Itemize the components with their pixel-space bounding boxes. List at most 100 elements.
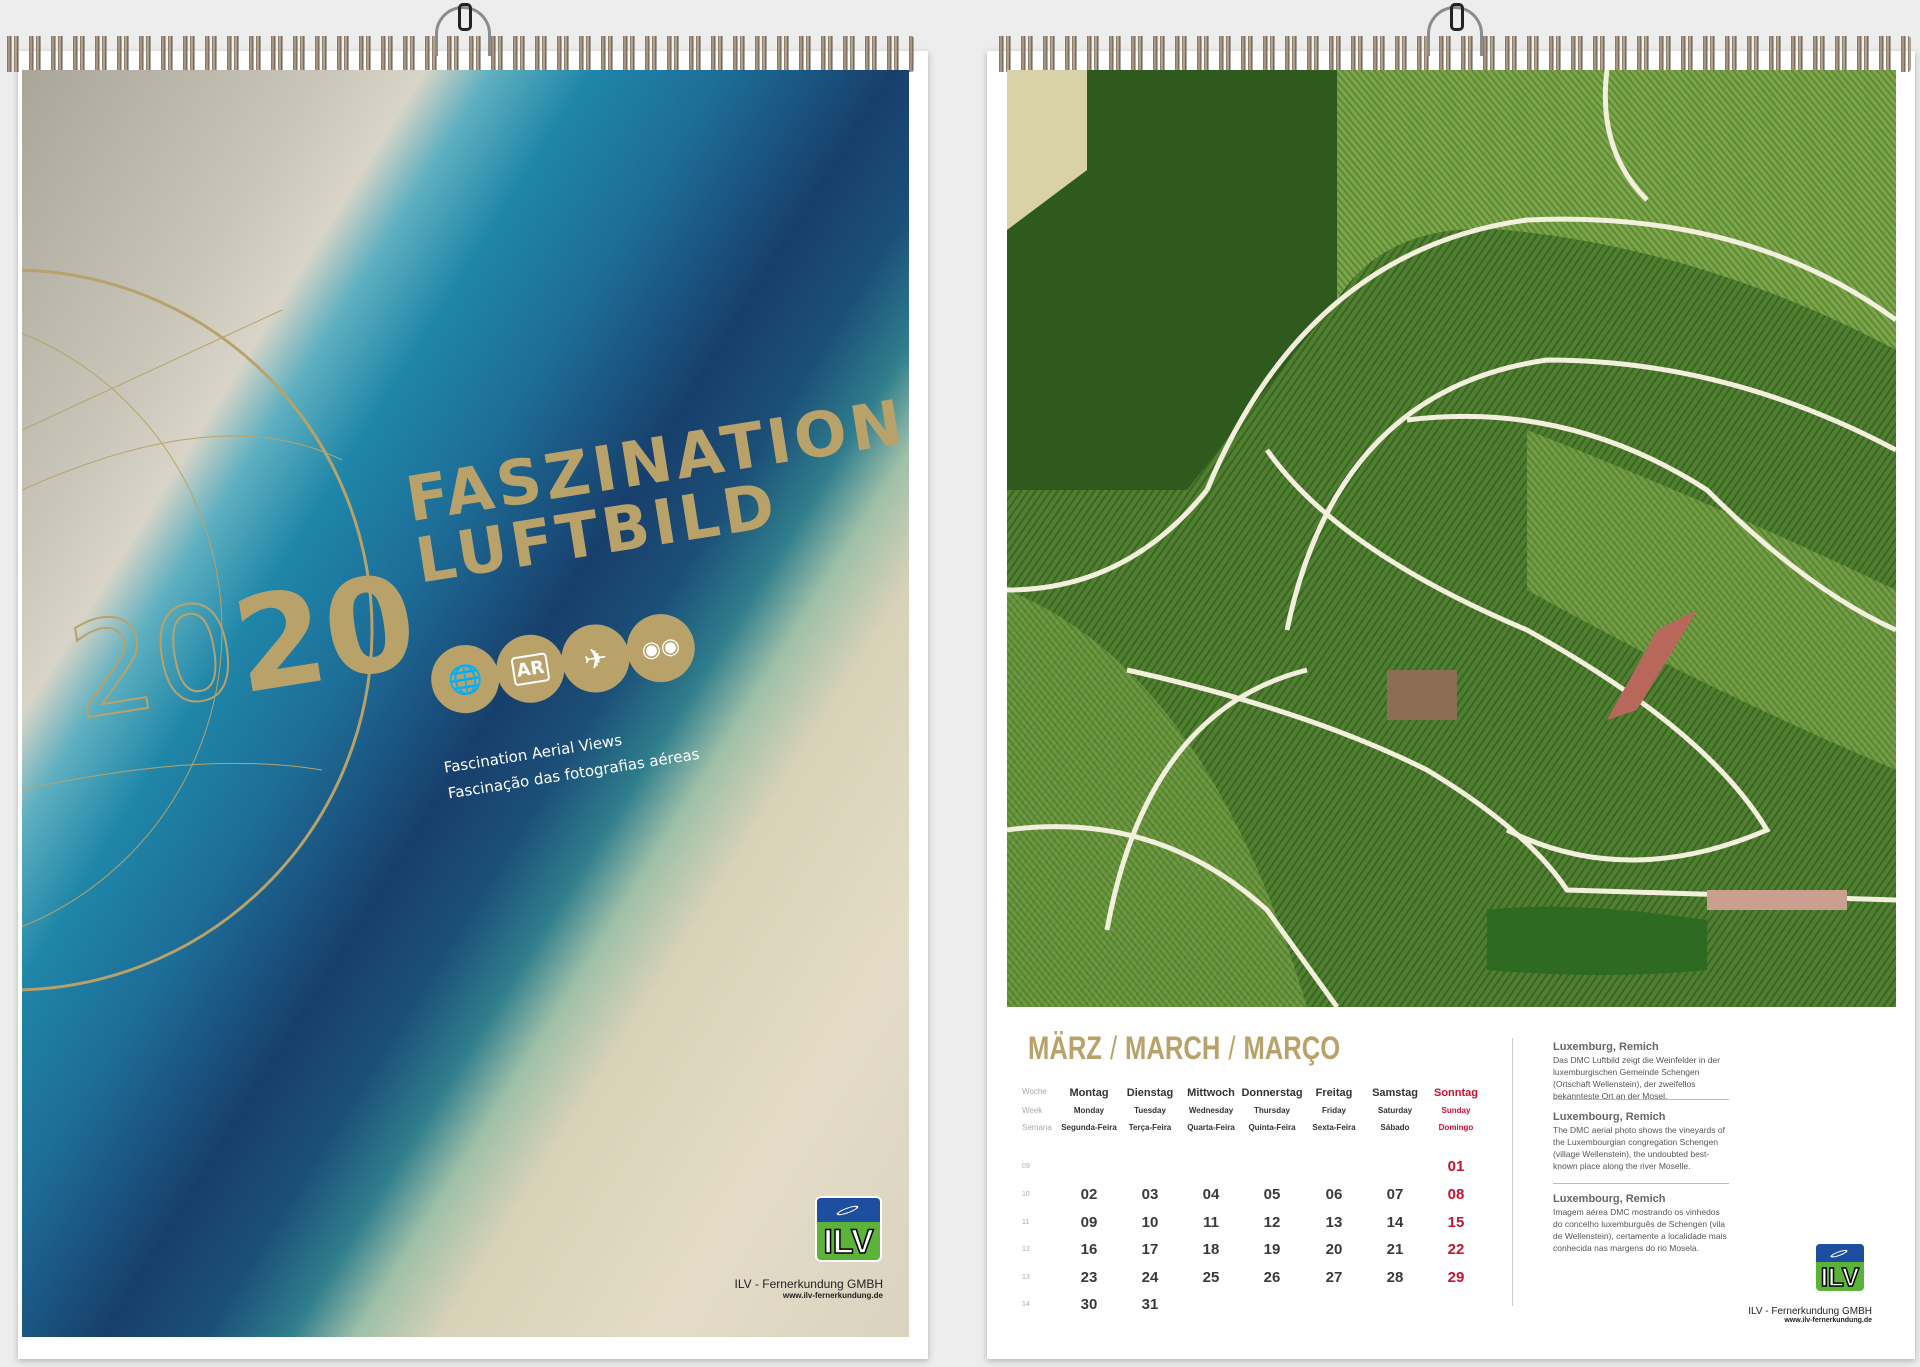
vineyard-aerial-photo (1007, 70, 1896, 1007)
month-en: MARCH (1125, 1030, 1221, 1066)
week-number: 10 (1022, 1191, 1030, 1198)
week-number: 14 (1022, 1301, 1030, 1308)
calendar-date: 28 (1386, 1269, 1404, 1286)
calendar-date: 26 (1263, 1269, 1281, 1286)
day-header-pt: Domingo (1438, 1123, 1474, 1132)
calendar-date: 29 (1447, 1269, 1465, 1286)
month-de: MÄRZ (1028, 1030, 1102, 1066)
calendar-date: 03 (1141, 1186, 1159, 1203)
calendar-date: 15 (1447, 1214, 1465, 1231)
day-header-pt: Segunda-Feira (1061, 1123, 1117, 1132)
cover-company: ILV - Fernerkundung GMBH www.ilv-fernerk… (734, 1277, 883, 1300)
calendar-date: 30 (1080, 1296, 1098, 1313)
ar-phone-icon: AR (497, 635, 564, 702)
day-header-en: Saturday (1377, 1106, 1413, 1115)
month-pt: MARÇO (1243, 1030, 1341, 1066)
divider (1553, 1183, 1729, 1184)
divider (1553, 1099, 1729, 1100)
website-link[interactable]: www.ilv-fernerkundung.de (782, 1291, 883, 1300)
hanger-hook-left (435, 3, 491, 56)
description-heading: Luxembourg, Remich (1553, 1111, 1666, 1123)
week-number: 12 (1022, 1246, 1030, 1253)
calendar-date: 05 (1263, 1186, 1281, 1203)
calendar-date: 10 (1141, 1214, 1159, 1231)
calendar-date: 31 (1141, 1296, 1159, 1313)
calendar-date: 17 (1141, 1241, 1159, 1258)
week-number: 13 (1022, 1274, 1030, 1281)
week-number: 11 (1022, 1219, 1030, 1226)
year-solid: 20 (223, 544, 427, 724)
day-header-de: Samstag (1372, 1087, 1418, 1099)
description-heading: Luxemburg, Remich (1553, 1041, 1659, 1053)
company-name: ILV - Fernerkundung GMBH (734, 1277, 883, 1291)
description-pt: Luxembourg, Remich Imagem aérea DMC mostr… (1553, 1193, 1731, 1254)
calendar-date: 12 (1263, 1214, 1281, 1231)
calendar-date: 21 (1386, 1241, 1404, 1258)
day-header-de: Freitag (1315, 1087, 1353, 1099)
day-header-pt: Sexta-Feira (1312, 1123, 1356, 1132)
hanger-hook-right (1427, 3, 1483, 56)
calendar-date: 25 (1202, 1269, 1220, 1286)
calendar-date: 22 (1447, 1241, 1465, 1258)
compass-arcs-decoration (22, 268, 374, 992)
description-text: Imagem aérea DMC mostrando os vinhedos d… (1553, 1207, 1727, 1253)
day-header-de: Mittwoch (1187, 1087, 1235, 1099)
day-header-en: Friday (1321, 1106, 1346, 1115)
calendar-date: 09 (1080, 1214, 1098, 1231)
day-header-de: Montag (1069, 1087, 1109, 1099)
day-header-en: Tuesday (1134, 1106, 1166, 1115)
ar-label: AR (510, 651, 551, 686)
airplane-icon: ✈ (562, 625, 629, 692)
day-header-en: Thursday (1253, 1106, 1290, 1115)
vineyard-illustration (1007, 70, 1896, 1007)
week-label-en: Week (1022, 1106, 1043, 1115)
day-header-pt: Quarta-Feira (1187, 1123, 1235, 1132)
calendar-date: 24 (1141, 1269, 1159, 1286)
ilv-logo-footer: ILV (1814, 1242, 1866, 1293)
globe-icon: 🌐 (432, 645, 499, 713)
calendar-date: 14 (1386, 1214, 1404, 1231)
calendar-date: 02 (1080, 1186, 1098, 1203)
year-outline: 20 (59, 572, 248, 750)
ilv-logo: ILV (815, 1196, 882, 1262)
calendar-date: 07 (1386, 1186, 1404, 1203)
separator: / (1228, 1030, 1236, 1066)
calendar-date: 13 (1325, 1214, 1343, 1231)
day-header-pt: Sábado (1380, 1123, 1410, 1132)
calendar-date: 11 (1203, 1214, 1219, 1231)
company-name: ILV - Fernerkundung GMBH (1748, 1306, 1872, 1317)
calendar-date: 01 (1447, 1158, 1465, 1175)
day-header-pt: Terça-Feira (1128, 1123, 1172, 1132)
calendar-date: 16 (1080, 1241, 1098, 1258)
week-label-pt: Semana (1022, 1123, 1052, 1132)
day-header-en: Wednesday (1188, 1106, 1234, 1115)
separator: / (1109, 1030, 1118, 1066)
day-header-pt: Quinta-Feira (1248, 1123, 1296, 1132)
calendar-date: 19 (1263, 1241, 1281, 1258)
calendar-date: 06 (1325, 1186, 1343, 1203)
description-en: Luxembourg, Remich The DMC aerial photo s… (1553, 1111, 1731, 1172)
3d-glasses-icon: ◉◉ (627, 614, 694, 682)
description-heading: Luxembourg, Remich (1553, 1193, 1666, 1205)
description-text: The DMC aerial photo shows the vineyards… (1553, 1125, 1725, 1171)
month-title: MÄRZ / MARCH / MARÇO (1028, 1030, 1340, 1067)
column-divider (1512, 1038, 1513, 1306)
website-link[interactable]: www.ilv-fernerkundung.de (1784, 1317, 1872, 1324)
calendar-date: 04 (1202, 1186, 1220, 1203)
week-number: 09 (1022, 1163, 1030, 1170)
calendar-date: 20 (1325, 1241, 1343, 1258)
day-header-de: Donnerstag (1241, 1087, 1303, 1099)
description-de: Luxemburg, Remich Das DMC Luftbild zeigt … (1553, 1041, 1731, 1102)
calendar-date: 18 (1202, 1241, 1220, 1258)
day-header-de: Dienstag (1126, 1087, 1174, 1099)
description-text: Das DMC Luftbild zeigt die Weinfelder in… (1553, 1055, 1721, 1101)
cover-aerial-photo: FASZINATION LUFTBILD 2020 🌐 AR ✈ ◉◉ Fasс… (22, 70, 909, 1337)
day-header-en: Sunday (1441, 1106, 1471, 1115)
day-header-de: Sonntag (1434, 1087, 1478, 1099)
calendar-date: 08 (1447, 1186, 1465, 1203)
calendar-date: 23 (1080, 1269, 1098, 1286)
calendar-date: 27 (1325, 1269, 1343, 1286)
day-header-en: Monday (1073, 1106, 1105, 1115)
week-label-de: Woche (1022, 1087, 1047, 1096)
footer-company: ILV - Fernerkundung GMBH www.ilv-fernerk… (1748, 1306, 1872, 1324)
